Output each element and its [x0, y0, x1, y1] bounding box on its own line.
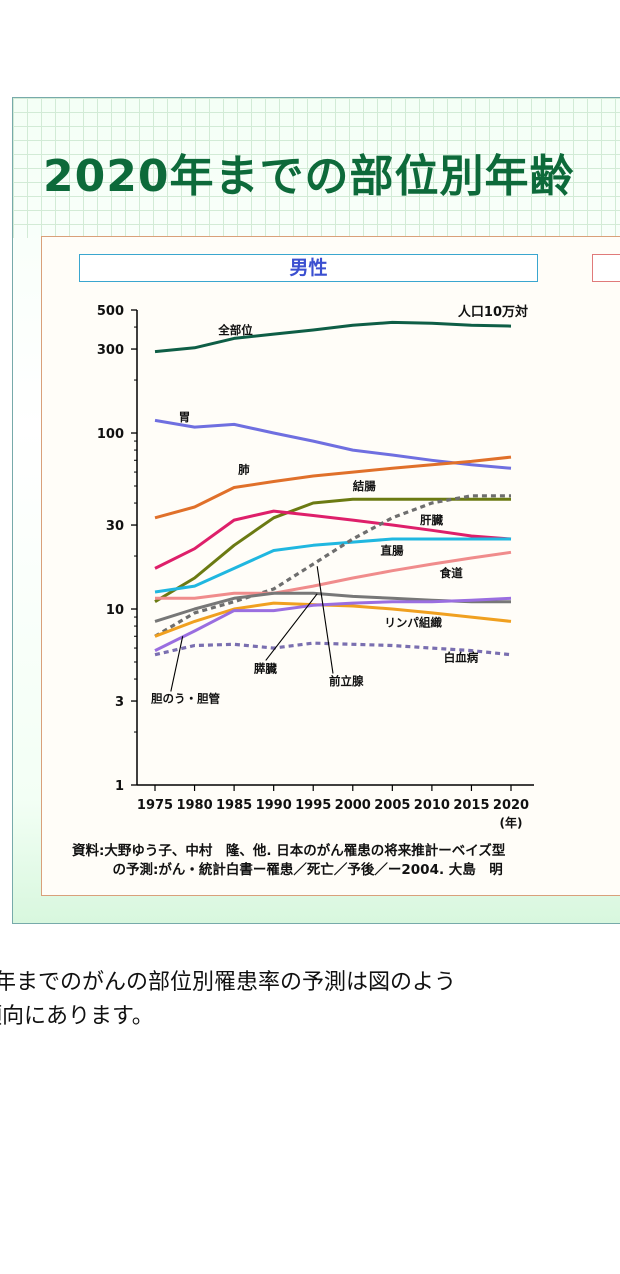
y-tick-label: 3 [115, 695, 124, 710]
series-line-5 [154, 537, 511, 594]
series-label-0: 全部位 [217, 323, 253, 337]
x-tick-label: 2005 [374, 798, 410, 813]
y-axis-label: 人口10万対 [458, 304, 528, 320]
x-tick-label: 1985 [216, 798, 252, 813]
caption: 0年までのがんの部位別罹患率の予測は図のよう 傾向にあります。 [0, 966, 456, 1034]
panel-label-female [592, 254, 620, 282]
grid-background [13, 98, 620, 238]
series-line-10 [154, 596, 512, 652]
slide: 2020年までの部位別年齢 男性 1 3 10 30 100 300 500 1975 1980… [12, 97, 620, 924]
chart-panel: 男性 1 3 10 30 100 300 500 1975 1980 1985 1990 1995 20… [41, 236, 620, 896]
series-line-11 [154, 641, 512, 657]
series-label-3: 結腸 [353, 479, 376, 493]
y-tick-label: 500 [97, 304, 124, 319]
x-tick-label: 2015 [453, 798, 489, 813]
x-tick-label: 1975 [137, 798, 173, 813]
panel-label-male: 男性 [79, 254, 538, 282]
series-label-7: 食道 [440, 566, 463, 580]
series-label-4: 肝臓 [420, 513, 443, 527]
slide-title: 2020年までの部位別年齢 [43, 151, 575, 202]
source-note: 資料:大野ゆう子、中村 隆、他. 日本のがん罹患の将来推計ーベイズ型 の予測:が… [72, 842, 505, 880]
x-tick-label: 1980 [176, 798, 212, 813]
series-label-1: 胃 [179, 410, 191, 424]
y-tick-label: 30 [106, 519, 124, 534]
series-label-8: 膵臓 [254, 661, 277, 675]
x-tick-label: 2020 [493, 798, 529, 813]
x-tick-label: 1990 [256, 798, 292, 813]
x-tick-label: 1995 [295, 798, 331, 813]
caption-line-1: 0年までのがんの部位別罹患率の予測は図のよう [0, 970, 456, 995]
leader-line-gallbladder [170, 636, 184, 692]
series-line-6 [154, 494, 511, 638]
series-line-9 [154, 601, 512, 638]
series-label-10: 胆のう・胆管 [151, 692, 220, 706]
series-label-6: 前立腺 [329, 674, 364, 688]
series-line-4 [154, 509, 512, 570]
series-label-5: 直腸 [380, 544, 403, 558]
series-line-3 [154, 497, 511, 603]
x-tick-label: 2000 [335, 798, 371, 813]
leader-line-pancreas [265, 593, 318, 661]
series-line-0 [154, 320, 512, 354]
y-tick-label: 300 [97, 343, 124, 358]
series-label-9: リンパ組織 [384, 615, 442, 629]
source-line-2: の予測:がん・統計白書ー罹患／死亡／予後／ー2004. 大島 明 [72, 862, 503, 878]
x-tick-label: 2010 [414, 798, 450, 813]
y-tick-label: 1 [115, 779, 124, 794]
y-tick-label: 10 [106, 603, 124, 618]
x-axis-label: (年) [500, 815, 523, 830]
series-label-11: 白血病 [444, 651, 479, 665]
source-line-1: 資料:大野ゆう子、中村 隆、他. 日本のがん罹患の将来推計ーベイズ型 [72, 843, 506, 859]
series-line-7 [155, 550, 512, 600]
leader-line-prostate [316, 566, 334, 674]
caption-line-2: 傾向にあります。 [0, 1004, 154, 1029]
series-line-2 [154, 455, 512, 520]
y-tick-label: 100 [97, 427, 124, 442]
series-label-2: 肺 [238, 463, 250, 477]
